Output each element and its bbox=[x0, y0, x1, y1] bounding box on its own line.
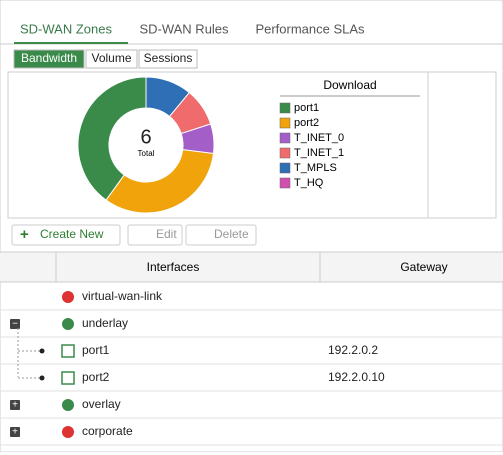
expand-toggle[interactable] bbox=[10, 319, 20, 329]
col-header[interactable]: Interfaces bbox=[147, 260, 200, 274]
toolbar-label[interactable]: Delete bbox=[214, 227, 249, 241]
gateway: 192.2.0.2 bbox=[328, 343, 378, 357]
expand-toggle[interactable] bbox=[10, 427, 20, 437]
total-value: 6 bbox=[140, 126, 151, 148]
toolbar-button[interactable] bbox=[185, 224, 257, 246]
tree-dot bbox=[39, 348, 45, 354]
expand-toggle[interactable] bbox=[10, 400, 20, 410]
toolbar-label[interactable]: Edit bbox=[156, 227, 177, 241]
interface-name: corporate bbox=[82, 424, 133, 438]
legend-swatch bbox=[279, 132, 291, 144]
port-icon bbox=[61, 344, 75, 358]
toggle-sign: + bbox=[12, 427, 18, 438]
toolbar-button[interactable] bbox=[11, 224, 121, 246]
interface-name: underlay bbox=[82, 316, 128, 330]
interface-name: port2 bbox=[82, 370, 110, 384]
zone-icon bbox=[62, 399, 74, 411]
legend-label: port2 bbox=[294, 117, 319, 129]
subtab-label[interactable]: Bandwidth bbox=[21, 51, 77, 65]
zone-icon bbox=[62, 426, 74, 438]
subtab-label[interactable]: Sessions bbox=[144, 51, 193, 65]
tree-dot bbox=[39, 375, 45, 381]
subtab-label[interactable]: Volume bbox=[91, 51, 131, 65]
gateway: 192.2.0.10 bbox=[328, 370, 385, 384]
legend-swatch bbox=[279, 102, 291, 114]
zone-icon bbox=[62, 318, 74, 330]
toolbar-label[interactable]: Create New bbox=[40, 227, 104, 241]
toggle-sign: − bbox=[12, 319, 18, 330]
donut-slice bbox=[105, 149, 215, 214]
legend-label: T_INET_1 bbox=[294, 147, 344, 159]
legend-label: T_HQ bbox=[294, 177, 324, 189]
subtab[interactable] bbox=[13, 49, 85, 69]
legend-swatch bbox=[279, 147, 291, 159]
interface-name: overlay bbox=[82, 397, 121, 411]
interface-name: virtual-wan-link bbox=[82, 289, 163, 303]
legend-title: Download bbox=[323, 78, 376, 92]
donut-slice bbox=[77, 76, 147, 201]
legend-label: T_MPLS bbox=[294, 162, 337, 174]
plus-icon: + bbox=[20, 226, 29, 243]
tab[interactable]: SD-WAN Zones bbox=[20, 21, 112, 36]
legend-label: T_INET_0 bbox=[294, 132, 344, 144]
tab[interactable]: SD-WAN Rules bbox=[139, 21, 229, 36]
toolbar-button[interactable] bbox=[127, 224, 183, 246]
legend-swatch bbox=[279, 162, 291, 174]
table-header bbox=[0, 252, 503, 282]
col-header[interactable]: Gateway bbox=[400, 260, 447, 274]
legend-swatch bbox=[279, 117, 291, 129]
port-icon bbox=[61, 371, 75, 385]
toggle-sign: + bbox=[12, 400, 18, 411]
zone-icon bbox=[62, 291, 74, 303]
tab[interactable]: Performance SLAs bbox=[255, 21, 365, 36]
legend-label: port1 bbox=[294, 102, 319, 114]
total-label: Total bbox=[138, 149, 155, 158]
legend-swatch bbox=[279, 177, 291, 189]
subtab[interactable] bbox=[138, 49, 198, 69]
interface-name: port1 bbox=[82, 343, 110, 357]
subtab[interactable] bbox=[85, 49, 138, 69]
